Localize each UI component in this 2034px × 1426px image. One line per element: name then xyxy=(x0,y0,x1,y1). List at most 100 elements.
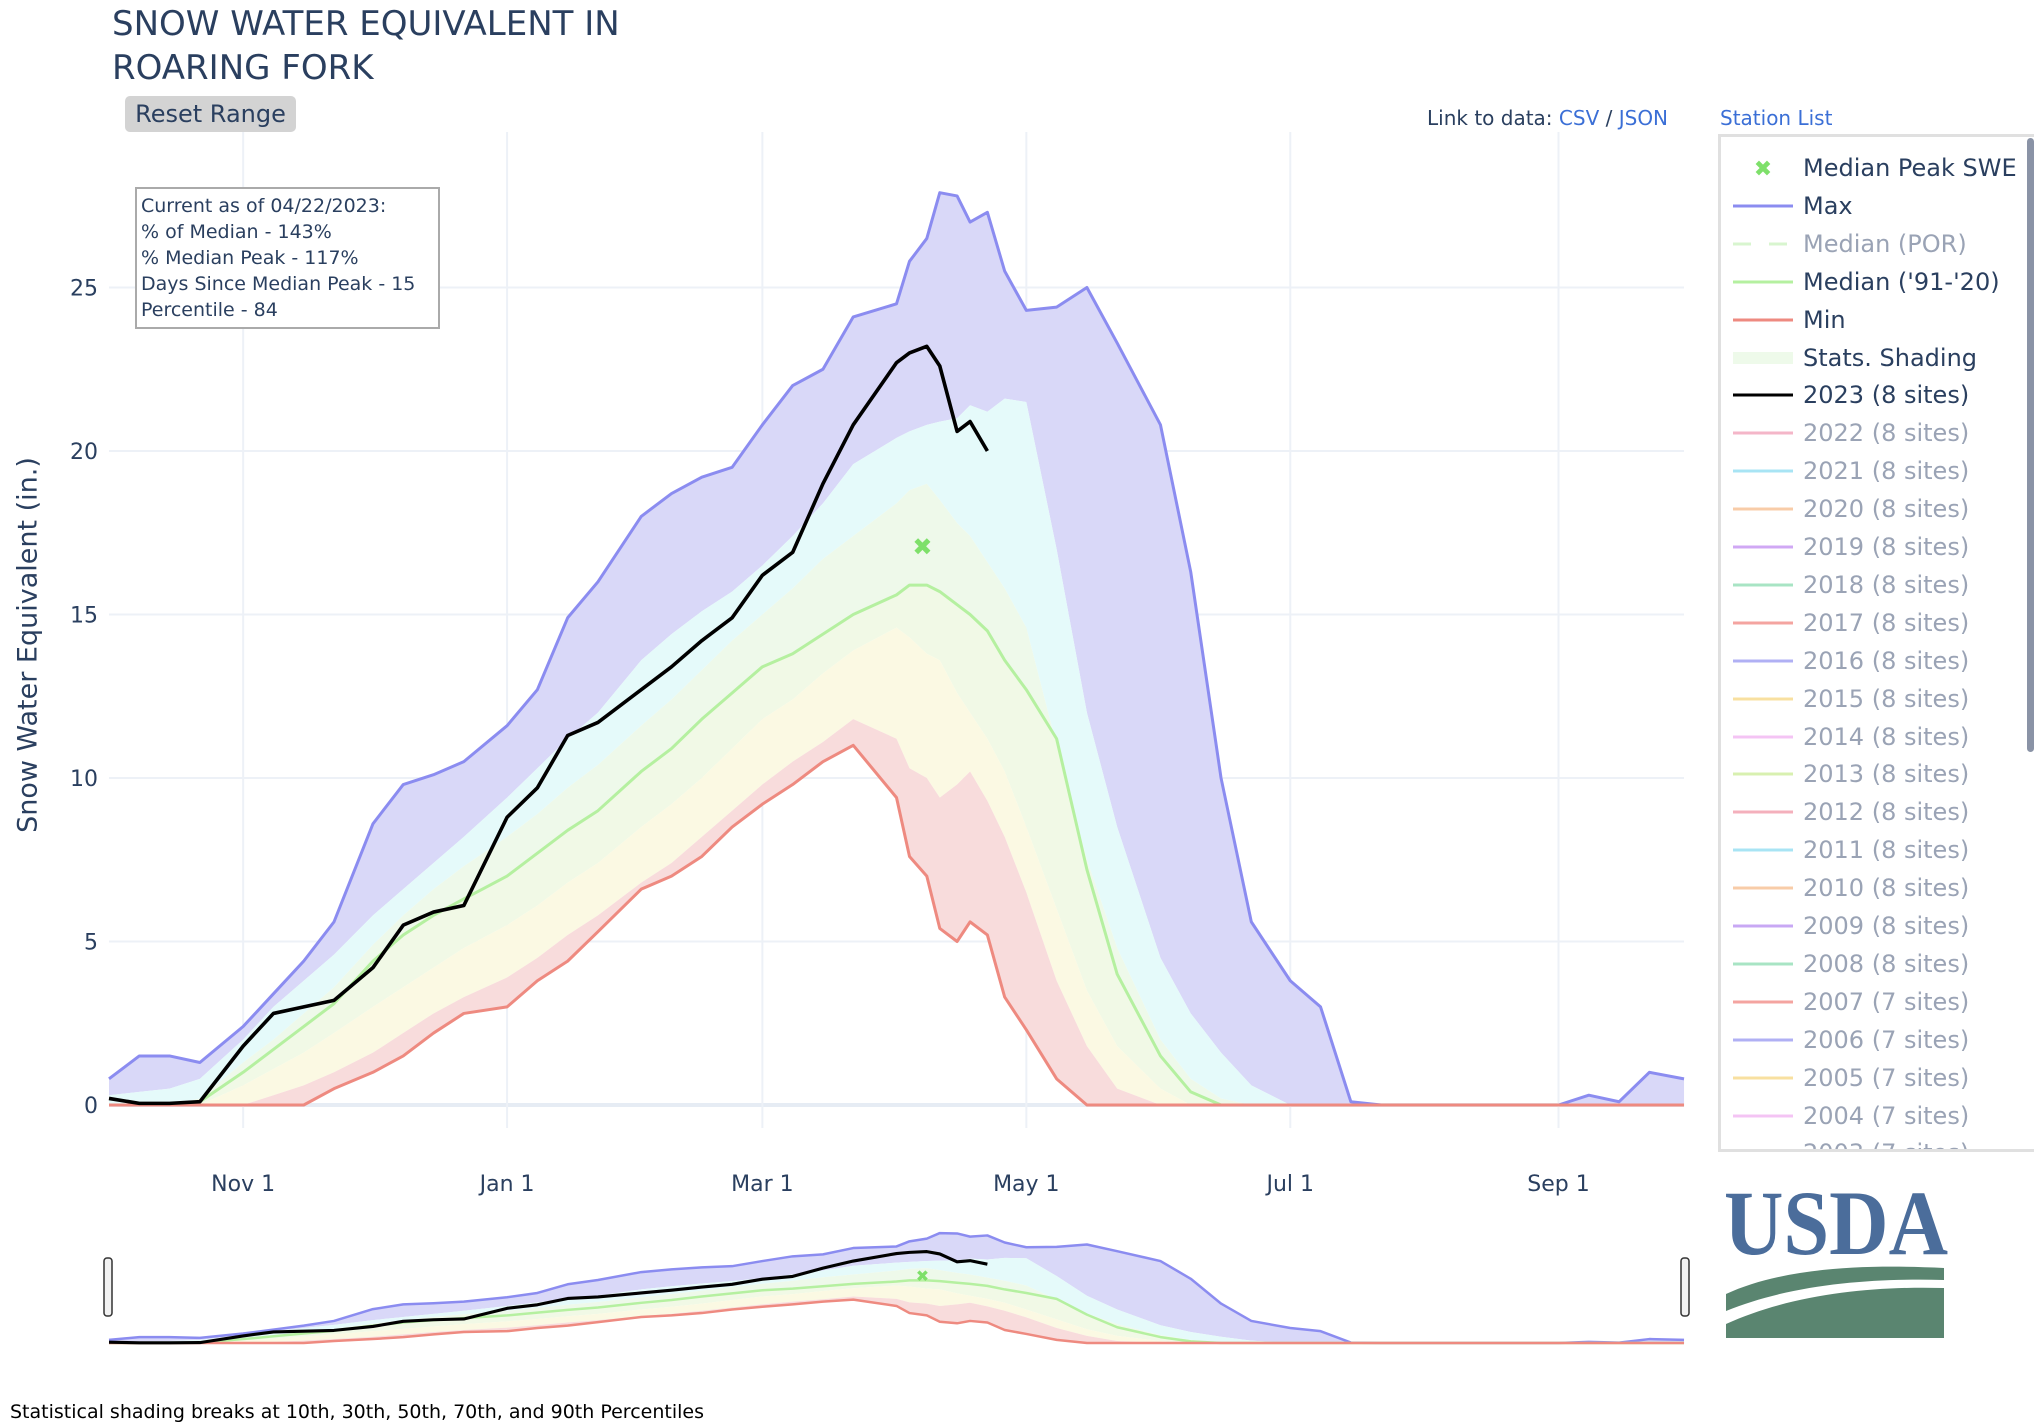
legend-item[interactable]: Median ('91-'20) xyxy=(1721,265,2034,299)
legend-item[interactable]: 2006 (7 sites) xyxy=(1721,1023,2034,1057)
legend-label: 2011 (8 sites) xyxy=(1803,836,1970,865)
legend-label: Stats. Shading xyxy=(1803,343,1978,372)
x-tick-label: Sep 1 xyxy=(1527,1172,1589,1197)
range-slider-right-handle[interactable] xyxy=(1680,1257,1690,1317)
band-max-p90 xyxy=(109,192,1685,1106)
link-separator: / xyxy=(1605,106,1613,130)
range-slider-left-handle[interactable] xyxy=(103,1257,113,1317)
legend-item[interactable]: 2003 (7 sites) xyxy=(1721,1136,2034,1152)
annotation-date: Current as of 04/22/2023: xyxy=(141,195,387,217)
line-swatch-icon xyxy=(1733,735,1793,738)
legend-item[interactable]: 2007 (7 sites) xyxy=(1721,985,2034,1019)
legend-item[interactable]: 2023 (8 sites) xyxy=(1721,378,2034,412)
legend-label: 2012 (8 sites) xyxy=(1803,798,1970,827)
percentile-shading xyxy=(109,192,1685,1106)
legend-scrollbar[interactable] xyxy=(2027,138,2034,752)
annotation-percentile: Percentile - 84 xyxy=(141,299,278,321)
line-2023-8-sites xyxy=(108,344,989,1106)
line-min xyxy=(109,743,1685,1107)
legend-label: 2006 (7 sites) xyxy=(1803,1025,1970,1054)
legend-label: 2022 (8 sites) xyxy=(1803,419,1970,448)
line-min-mini xyxy=(109,1298,1685,1345)
title-line-1: SNOW WATER EQUIVALENT IN xyxy=(112,4,620,44)
legend-item[interactable]: 2013 (8 sites) xyxy=(1721,757,2034,791)
line-swatch-icon xyxy=(1733,659,1793,663)
annotation-pct-median-peak: % Median Peak - 117% xyxy=(141,247,359,269)
legend-label: 2017 (8 sites) xyxy=(1803,608,1970,637)
legend-item[interactable]: 2004 (7 sites) xyxy=(1721,1099,2034,1133)
legend-item[interactable]: Min xyxy=(1721,303,2034,337)
band-p90-p70 xyxy=(109,398,1685,1105)
band-p90-p70-mini xyxy=(109,1257,1685,1343)
y-axis-title: Snow Water Equivalent (in.) xyxy=(12,457,44,833)
reset-range-button[interactable]: Reset Range xyxy=(125,96,296,132)
line-swatch-icon xyxy=(1733,1136,1793,1152)
legend-item[interactable]: Stats. Shading xyxy=(1721,341,2034,375)
annotation-pct-median: % of Median - 143% xyxy=(141,221,332,243)
line-swatch-icon xyxy=(1733,393,1793,397)
legend-item[interactable]: 2022 (8 sites) xyxy=(1721,416,2034,450)
legend-item[interactable]: 2009 (8 sites) xyxy=(1721,909,2034,943)
legend-item[interactable]: 2011 (8 sites) xyxy=(1721,833,2034,867)
x-tick-label: Jul 1 xyxy=(1264,1172,1314,1197)
line-swatch-icon xyxy=(1733,697,1793,701)
legend-label: Median (POR) xyxy=(1803,229,1967,258)
range-slider-lines: ✖ xyxy=(108,1231,1685,1345)
series-lines: ✖ xyxy=(108,191,1685,1107)
data-links: Link to data: CSV / JSON xyxy=(1427,106,1668,130)
legend-label: 2021 (8 sites) xyxy=(1803,457,1970,486)
line-swatch-icon xyxy=(1733,545,1793,549)
usda-logo-field-icon xyxy=(1726,1264,1944,1338)
legend-label: Min xyxy=(1803,305,1846,334)
legend-item[interactable]: 2015 (8 sites) xyxy=(1721,682,2034,716)
legend-item[interactable]: Median (POR) xyxy=(1721,227,2034,261)
legend-label: 2015 (8 sites) xyxy=(1803,684,1970,713)
x-tick-label: May 1 xyxy=(993,1172,1059,1197)
legend-item[interactable]: 2008 (8 sites) xyxy=(1721,947,2034,981)
legend-item[interactable]: 2012 (8 sites) xyxy=(1721,795,2034,829)
line-swatch-icon xyxy=(1733,469,1793,473)
json-link[interactable]: JSON xyxy=(1618,106,1669,130)
legend-item[interactable]: 2020 (8 sites) xyxy=(1721,492,2034,526)
legend-item[interactable]: 2016 (8 sites) xyxy=(1721,644,2034,678)
csv-link[interactable]: CSV xyxy=(1558,106,1600,130)
annotation-days-since-peak: Days Since Median Peak - 15 xyxy=(141,273,416,295)
y-tick-label: 5 xyxy=(84,931,98,956)
line-swatch-icon xyxy=(1733,507,1793,511)
y-tick-label: 0 xyxy=(84,1094,98,1119)
line-swatch-icon xyxy=(1733,621,1793,625)
station-list-link[interactable]: Station List xyxy=(1720,106,1833,130)
line-swatch-icon xyxy=(1733,772,1793,776)
legend-item[interactable]: 2005 (7 sites) xyxy=(1721,1061,2034,1095)
shading-swatch-icon xyxy=(1733,351,1793,364)
svg-text:✖: ✖ xyxy=(1754,157,1772,182)
legend-label: 2008 (8 sites) xyxy=(1803,949,1970,978)
range-slider[interactable]: ✖ xyxy=(103,1219,1690,1349)
legend-label: 2014 (8 sites) xyxy=(1803,722,1970,751)
legend-item[interactable]: 2014 (8 sites) xyxy=(1721,720,2034,754)
legend-item[interactable]: 2010 (8 sites) xyxy=(1721,871,2034,905)
x-tick-label: Nov 1 xyxy=(211,1172,275,1197)
line-swatch-icon xyxy=(1733,431,1793,435)
legend: ✖ Median Peak SWE Max Median (POR) Median ('… xyxy=(1718,134,2034,1152)
legend-item[interactable]: 2018 (8 sites) xyxy=(1721,568,2034,602)
line-swatch-icon xyxy=(1733,1076,1793,1080)
legend-item[interactable]: ✖ Median Peak SWE xyxy=(1721,151,2034,185)
line-swatch-icon xyxy=(1733,962,1793,966)
legend-item[interactable]: 2017 (8 sites) xyxy=(1721,606,2034,640)
current-status-annotation: Current as of 04/22/2023: % of Median - … xyxy=(135,187,440,329)
median-peak-marker: ✖ xyxy=(912,533,932,561)
y-tick-label: 15 xyxy=(70,604,98,629)
y-tick-label: 20 xyxy=(70,440,98,465)
y-tick-label: 10 xyxy=(70,767,98,792)
legend-item[interactable]: 2021 (8 sites) xyxy=(1721,454,2034,488)
y-axis-ticks: 0 5 10 15 20 25 xyxy=(70,277,98,1120)
band-p30-p10-mini xyxy=(109,1285,1685,1343)
legend-item[interactable]: Max xyxy=(1721,189,2034,223)
legend-item[interactable]: 2019 (8 sites) xyxy=(1721,530,2034,564)
line-swatch-icon xyxy=(1733,1000,1793,1004)
line-swatch-icon xyxy=(1733,583,1793,587)
legend-label: 2016 (8 sites) xyxy=(1803,646,1970,675)
line-swatch-icon xyxy=(1733,886,1793,890)
